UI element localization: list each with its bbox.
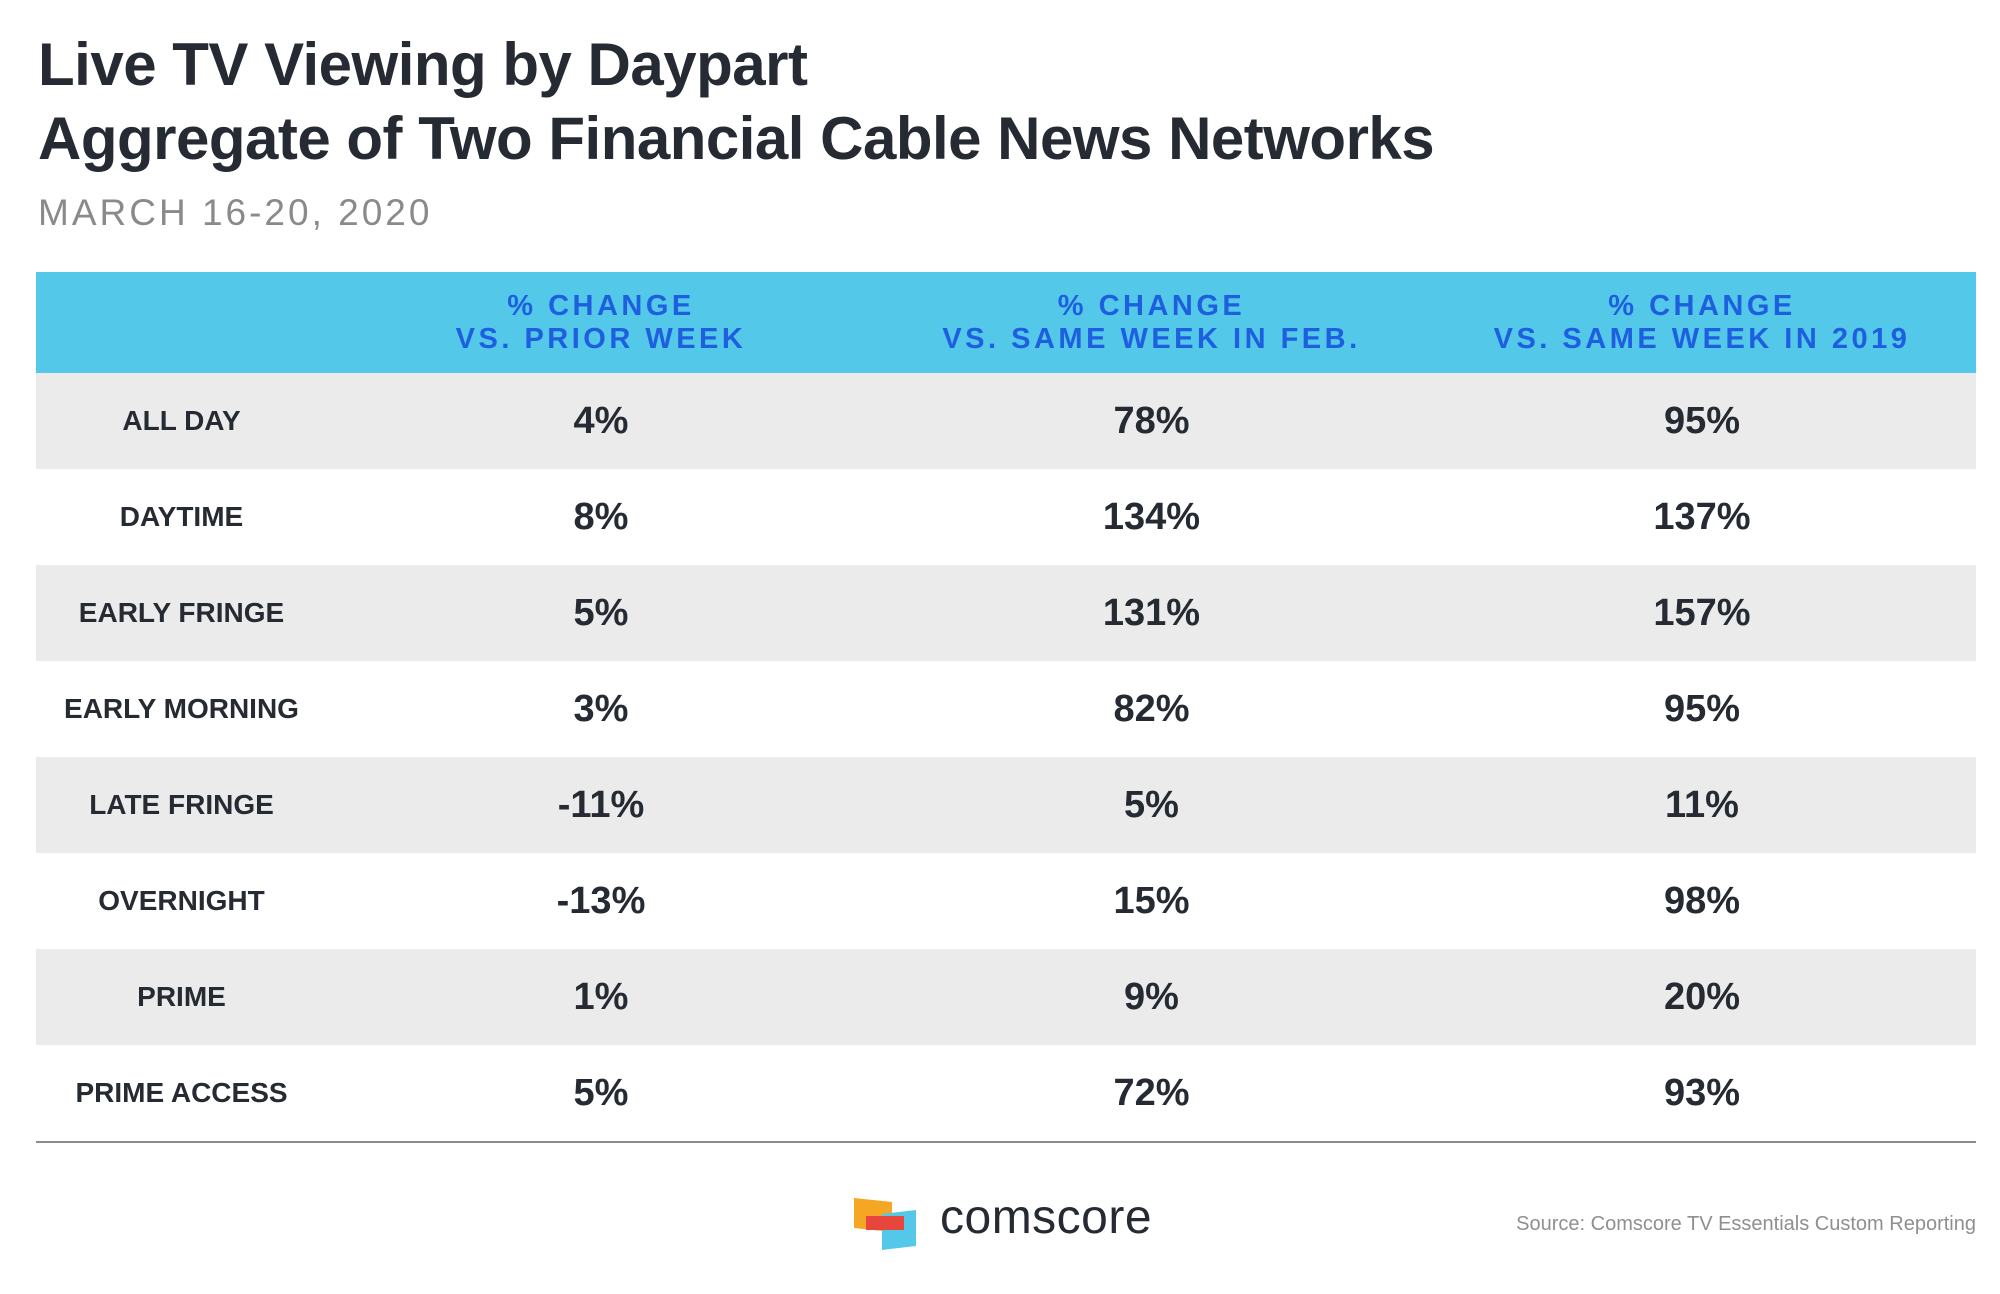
table-row: DAYTIME 8% 134% 137% [36, 469, 1976, 565]
column-header-line: VS. SAME WEEK IN 2019 [1493, 322, 1911, 355]
value-cell: 95% [1663, 687, 1741, 730]
table-bottom-rule [36, 1141, 1976, 1143]
brand-name: comscore [940, 1191, 1153, 1244]
logo-red-shape [866, 1216, 904, 1230]
data-table: % CHANGE VS. PRIOR WEEK % CHANGE VS. SAM… [36, 272, 1976, 1143]
column-header-line: VS. SAME WEEK IN FEB. [942, 322, 1361, 355]
table-row: EARLY MORNING 3% 82% 95% [36, 661, 1976, 757]
row-label: LATE FRINGE [89, 789, 274, 820]
table-row: PRIME ACCESS 5% 72% 93% [36, 1045, 1976, 1141]
chart-title: Live TV Viewing by Daypart Aggregate of … [38, 28, 1435, 176]
table-body: ALL DAY 4% 78% 95% DAYTIME 8% 134% 137% EARLY FR… [36, 373, 1976, 1141]
value-cell: 93% [1663, 1071, 1741, 1114]
value-cell: 157% [1653, 591, 1751, 634]
row-label: EARLY MORNING [64, 693, 299, 724]
value-cell: 20% [1663, 975, 1741, 1018]
row-label: EARLY FRINGE [78, 597, 285, 628]
column-header-line: % CHANGE [507, 289, 695, 322]
value-cell: 134% [1102, 495, 1201, 538]
value-cell: 8% [573, 495, 629, 538]
row-label: DAYTIME [119, 501, 244, 532]
value-cell: 72% [1113, 1071, 1190, 1114]
column-header-feb: % CHANGE VS. SAME WEEK IN FEB. [875, 290, 1428, 356]
value-cell: 9% [1124, 975, 1179, 1018]
column-header-prior-week: % CHANGE VS. PRIOR WEEK [327, 290, 875, 356]
table-row: EARLY FRINGE 5% 131% 157% [36, 565, 1976, 661]
value-cell: 82% [1113, 687, 1190, 730]
table-row: ALL DAY 4% 78% 95% [36, 373, 1976, 469]
table-header: % CHANGE VS. PRIOR WEEK % CHANGE VS. SAM… [36, 272, 1976, 373]
value-cell: 98% [1663, 879, 1741, 922]
column-header-line: % CHANGE [1608, 289, 1796, 322]
table-row: LATE FRINGE -11% 5% 11% [36, 757, 1976, 853]
value-cell: -11% [557, 783, 645, 826]
value-cell: 137% [1653, 495, 1751, 538]
value-cell: 11% [1665, 783, 1739, 826]
table-row: PRIME 1% 9% 20% [36, 949, 1976, 1045]
value-cell: 5% [573, 591, 629, 634]
value-cell: 4% [573, 399, 629, 442]
value-cell: -13% [556, 879, 646, 922]
row-label: PRIME ACCESS [75, 1077, 288, 1108]
value-cell: 5% [573, 1071, 629, 1114]
row-label: ALL DAY [122, 405, 241, 436]
value-cell: 3% [573, 687, 629, 730]
value-cell: 131% [1102, 591, 1201, 634]
value-cell: 78% [1113, 399, 1190, 442]
value-cell: 95% [1663, 399, 1741, 442]
column-header-2019: % CHANGE VS. SAME WEEK IN 2019 [1428, 290, 1976, 356]
column-header-line: VS. PRIOR WEEK [455, 322, 747, 355]
chart-subtitle: MARCH 16-20, 2020 [38, 192, 433, 233]
row-label: PRIME [137, 981, 226, 1012]
title-line-2: Aggregate of Two Financial Cable News Ne… [38, 105, 1435, 172]
title-line-1: Live TV Viewing by Daypart [38, 31, 808, 98]
source-note: Source: Comscore TV Essentials Custom Re… [1516, 1213, 1976, 1235]
table-row: OVERNIGHT -13% 15% 98% [36, 853, 1976, 949]
value-cell: 1% [573, 975, 629, 1018]
value-cell: 5% [1124, 783, 1179, 826]
comscore-logo-icon [854, 1198, 916, 1250]
row-label: OVERNIGHT [98, 885, 265, 916]
value-cell: 15% [1113, 879, 1190, 922]
column-header-line: % CHANGE [1057, 289, 1246, 322]
